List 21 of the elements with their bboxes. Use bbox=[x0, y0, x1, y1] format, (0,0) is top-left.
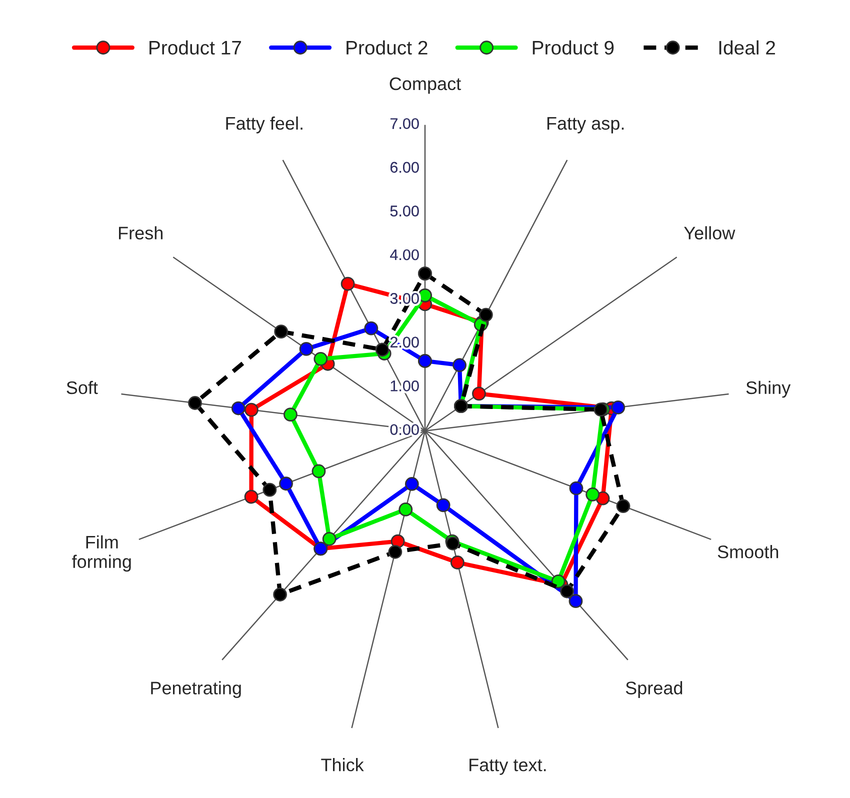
y-tick-label: 5.00 bbox=[390, 206, 419, 216]
legend-label: Product 17 bbox=[150, 40, 241, 55]
spoke-label: Fatty asp. bbox=[547, 117, 624, 134]
y-tick-label: 6.00 bbox=[390, 162, 419, 173]
spoke-label: Yellow bbox=[684, 226, 736, 240]
spoke-label: Fatty feel. bbox=[226, 116, 302, 134]
spoke-label: Film forming bbox=[72, 535, 131, 572]
spoke-label: Fatty text. bbox=[470, 758, 546, 775]
y-tick-label: 4.00 bbox=[390, 249, 419, 260]
spoke-label: Soft bbox=[66, 380, 98, 394]
legend-label: Ideal 2 bbox=[719, 40, 775, 55]
spoke-label: Fresh bbox=[118, 226, 162, 240]
legend-label: Product 2 bbox=[346, 40, 428, 55]
spoke-label: Thick bbox=[321, 758, 364, 772]
spoke-label: Penetrating bbox=[151, 681, 241, 698]
spoke-label: Shiny bbox=[746, 380, 791, 398]
spoke-label: Smooth bbox=[718, 545, 778, 558]
spoke-label: Compact bbox=[390, 77, 461, 94]
legend-label: Product 9 bbox=[532, 40, 614, 55]
spoke-label: Spread bbox=[626, 681, 682, 698]
y-tick-label: 7.00 bbox=[390, 118, 419, 130]
